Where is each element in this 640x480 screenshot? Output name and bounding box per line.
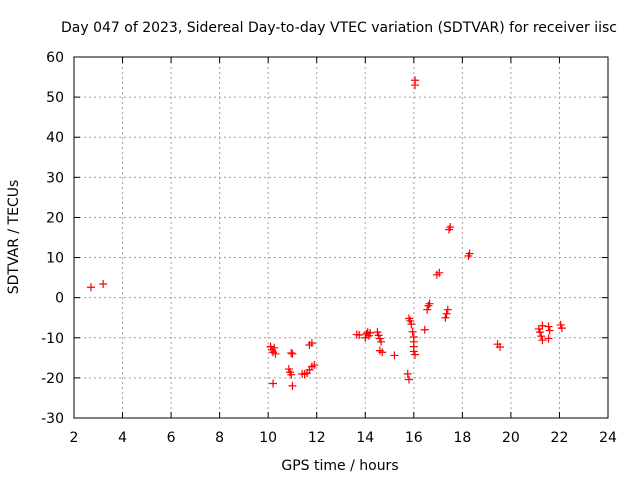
data-point (404, 375, 413, 384)
data-point (411, 81, 420, 90)
axis-ticks: 2 4 6 8 10 12 14 16 18 20 22 24-30-20-1001020304050… (41, 50, 617, 446)
data-point (407, 320, 416, 329)
data-point (435, 268, 444, 277)
x-tick-label: 24 (599, 430, 617, 446)
data-point (307, 338, 316, 347)
data-point (495, 343, 504, 352)
data-point (287, 349, 296, 358)
grid (74, 57, 608, 418)
x-tick-label: 12 (308, 430, 326, 446)
plot-frame (73, 56, 609, 419)
data-point (99, 280, 108, 289)
data-point (544, 334, 553, 343)
data-point (441, 313, 450, 322)
data-point (538, 321, 547, 330)
x-tick-label: 14 (356, 430, 374, 446)
data-point (425, 299, 434, 308)
data-point (424, 301, 433, 310)
data-point (288, 349, 297, 358)
data-point (544, 322, 553, 331)
data-point (390, 351, 399, 360)
data-point (378, 348, 387, 357)
y-tick-label: -30 (41, 411, 64, 427)
x-tick-label: 22 (551, 430, 569, 446)
data-point (86, 283, 95, 292)
data-point (269, 379, 278, 388)
data-point (361, 333, 370, 342)
data-point (423, 305, 432, 314)
x-tick-label: 10 (259, 430, 277, 446)
x-tick-label: 18 (453, 430, 471, 446)
data-point (545, 326, 554, 335)
data-point (270, 343, 279, 352)
x-tick-label: 6 (167, 430, 176, 446)
data-point (310, 361, 319, 370)
y-tick-label: 20 (46, 210, 64, 226)
y-tick-label: 0 (55, 291, 64, 307)
data-point (288, 381, 297, 390)
x-tick-label: 8 (215, 430, 224, 446)
data-point (287, 370, 296, 379)
data-points (86, 76, 566, 390)
data-point (271, 349, 280, 358)
x-tick-label: 4 (118, 430, 127, 446)
data-point (443, 305, 452, 314)
data-point (446, 223, 455, 232)
data-point (420, 325, 429, 334)
data-point (411, 350, 420, 359)
data-point (557, 324, 566, 333)
data-point (355, 330, 364, 339)
y-tick-label: 40 (46, 130, 64, 146)
data-point (538, 336, 547, 345)
y-tick-label: 30 (46, 170, 64, 186)
y-tick-label: 10 (46, 251, 64, 267)
data-point (536, 328, 545, 337)
y-tick-label: -20 (41, 371, 64, 387)
chart-title: Day 047 of 2023, Sidereal Day-to-day VTE… (61, 20, 617, 36)
data-point (366, 328, 375, 337)
y-tick-label: -10 (41, 331, 64, 347)
x-tick-label: 2 (70, 430, 79, 446)
data-point (403, 369, 412, 378)
y-tick-label: 60 (46, 50, 64, 66)
data-point (442, 309, 451, 318)
data-point (408, 327, 417, 336)
data-point (377, 337, 386, 346)
data-point (465, 249, 474, 258)
x-tick-label: 16 (405, 430, 423, 446)
x-tick-label: 20 (502, 430, 520, 446)
y-axis-label: SDTVAR / TECUs (6, 180, 22, 295)
y-tick-label: 50 (46, 90, 64, 106)
data-point (537, 332, 546, 341)
x-axis-label: GPS time / hours (281, 458, 398, 474)
